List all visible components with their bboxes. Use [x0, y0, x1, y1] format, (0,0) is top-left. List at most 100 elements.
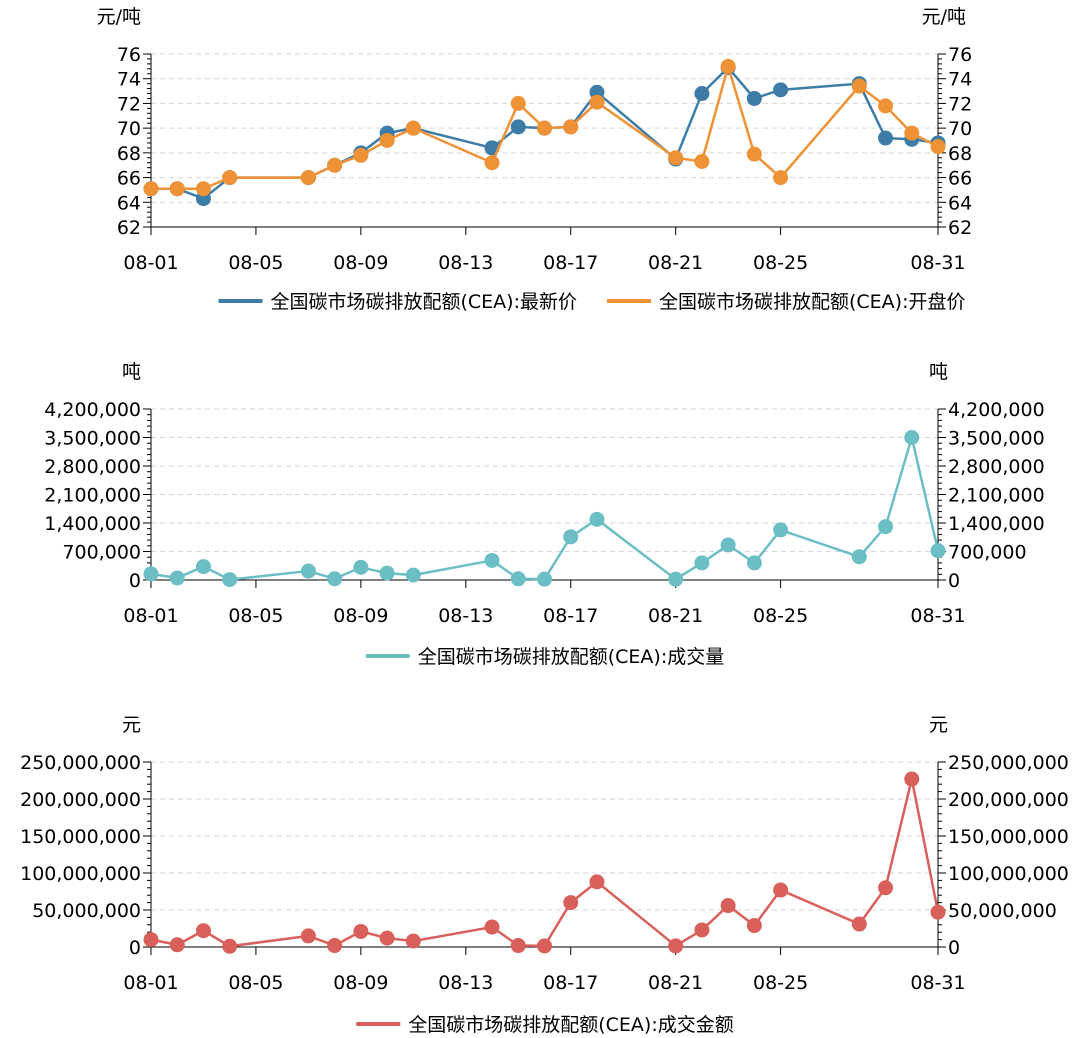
data-point[interactable] — [510, 119, 526, 135]
y-tick-label-left: 64 — [117, 192, 141, 214]
data-point[interactable] — [589, 874, 605, 890]
y-tick-label-left: 100,000,000 — [20, 863, 141, 885]
data-point[interactable] — [878, 98, 894, 114]
data-point[interactable] — [169, 181, 185, 197]
data-point[interactable] — [353, 147, 369, 163]
data-point[interactable] — [300, 170, 316, 186]
data-point[interactable] — [694, 154, 710, 170]
data-point[interactable] — [169, 570, 185, 586]
y-tick-label-left: 50,000,000 — [32, 900, 141, 922]
data-point[interactable] — [510, 938, 526, 954]
data-point[interactable] — [222, 938, 238, 954]
data-point[interactable] — [484, 155, 500, 171]
data-point[interactable] — [694, 555, 710, 571]
data-point[interactable] — [222, 170, 238, 186]
data-point[interactable] — [353, 923, 369, 939]
data-point[interactable] — [143, 932, 159, 948]
data-point[interactable] — [300, 563, 316, 579]
data-point[interactable] — [720, 898, 736, 914]
data-point[interactable] — [878, 130, 894, 146]
x-tick-label: 08-25 — [753, 252, 808, 274]
data-point[interactable] — [563, 895, 579, 911]
y-tick-label-right: 200,000,000 — [948, 789, 1069, 811]
data-point[interactable] — [694, 922, 710, 938]
data-point[interactable] — [484, 552, 500, 568]
data-point[interactable] — [773, 170, 789, 186]
data-point[interactable] — [510, 571, 526, 587]
y-tick-label-right: 68 — [948, 143, 972, 165]
data-point[interactable] — [746, 555, 762, 571]
y-tick-label-right: 2,100,000 — [948, 485, 1045, 507]
data-point[interactable] — [484, 919, 500, 935]
legend-label-1: 全国碳市场碳排放配额(CEA):最新价 — [271, 291, 578, 313]
data-point[interactable] — [353, 559, 369, 575]
data-point[interactable] — [773, 882, 789, 898]
data-point[interactable] — [930, 904, 946, 920]
data-point[interactable] — [773, 82, 789, 98]
data-point[interactable] — [379, 133, 395, 148]
data-point[interactable] — [746, 918, 762, 934]
data-point[interactable] — [379, 565, 395, 581]
data-point[interactable] — [746, 90, 762, 106]
data-point[interactable] — [405, 567, 421, 583]
data-point[interactable] — [222, 572, 238, 588]
x-tick-label: 08-01 — [123, 972, 178, 994]
data-point[interactable] — [668, 571, 684, 587]
x-tick-label: 08-13 — [438, 972, 493, 994]
data-point[interactable] — [904, 771, 920, 787]
y-tick-label-right: 1,400,000 — [948, 513, 1045, 535]
data-point[interactable] — [589, 94, 605, 110]
data-point[interactable] — [143, 566, 159, 582]
data-point[interactable] — [904, 430, 920, 445]
y-tick-label-right: 76 — [948, 44, 972, 66]
data-point[interactable] — [668, 150, 684, 166]
data-point[interactable] — [851, 549, 867, 565]
data-point[interactable] — [537, 571, 552, 587]
data-point[interactable] — [563, 119, 579, 135]
data-point[interactable] — [195, 559, 211, 575]
data-point[interactable] — [746, 146, 762, 162]
y-tick-label-left: 70 — [117, 118, 141, 140]
x-tick-label: 08-05 — [228, 252, 283, 274]
data-point[interactable] — [563, 529, 579, 545]
data-point[interactable] — [904, 125, 920, 141]
data-point[interactable] — [878, 519, 894, 535]
data-point[interactable] — [405, 120, 421, 136]
data-point[interactable] — [668, 938, 684, 954]
data-point[interactable] — [379, 930, 395, 946]
data-point[interactable] — [720, 58, 736, 74]
x-tick-label: 08-17 — [543, 972, 598, 994]
data-point[interactable] — [694, 86, 710, 102]
data-point[interactable] — [143, 181, 159, 197]
x-tick-label: 08-25 — [753, 972, 808, 994]
y-tick-label-right: 0 — [948, 570, 960, 592]
data-point[interactable] — [851, 78, 867, 94]
data-point[interactable] — [195, 923, 211, 939]
data-point[interactable] — [537, 938, 552, 954]
data-point[interactable] — [773, 522, 789, 538]
x-tick-label: 08-09 — [333, 972, 388, 994]
data-point[interactable] — [930, 139, 946, 155]
data-point[interactable] — [878, 880, 894, 896]
data-point[interactable] — [327, 157, 343, 173]
data-point[interactable] — [930, 543, 946, 559]
data-point[interactable] — [720, 537, 736, 553]
data-point[interactable] — [327, 571, 343, 587]
y-tick-label-right: 4,200,000 — [948, 399, 1045, 421]
y-tick-label-left: 72 — [117, 93, 141, 115]
x-tick-label: 08-09 — [333, 252, 388, 274]
data-point[interactable] — [169, 937, 185, 953]
data-point[interactable] — [405, 933, 421, 949]
data-point[interactable] — [510, 95, 526, 111]
data-point[interactable] — [195, 181, 211, 197]
legend: 全国碳市场碳排放配额(CEA):成交量 — [365, 646, 724, 668]
data-point[interactable] — [300, 928, 316, 944]
x-tick-label: 08-01 — [123, 252, 178, 274]
y-unit-right: 吨 — [929, 361, 948, 383]
data-point[interactable] — [327, 938, 343, 954]
x-tick-label: 08-05 — [228, 605, 283, 627]
data-point[interactable] — [851, 916, 867, 932]
data-point[interactable] — [537, 120, 552, 136]
data-point[interactable] — [589, 511, 605, 527]
